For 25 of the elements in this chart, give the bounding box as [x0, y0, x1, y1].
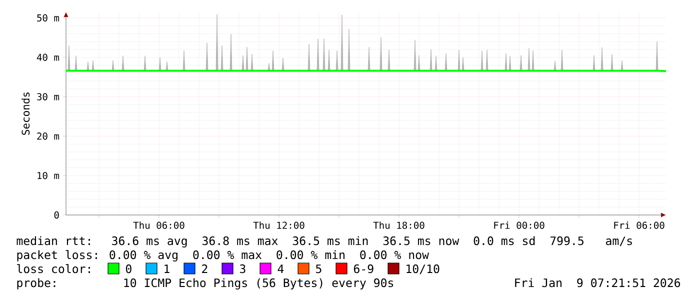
legend-label: 1	[164, 264, 170, 273]
legend-label: 6-9	[354, 264, 374, 274]
text: packet loss: 0.00 % avg 0.00 % max 0.00 % min 0.00 % now	[17, 250, 430, 262]
legend-label: 4	[278, 264, 284, 273]
x-tick-label: Thu 12:00	[253, 222, 304, 229]
x-tick-label: Thu 06:00	[133, 222, 184, 229]
legend-label: 0	[126, 264, 132, 274]
legend-label: 5	[316, 264, 322, 274]
text: Fri Jan 9 07:21:51 2026	[515, 278, 680, 288]
y-tick-label: 20 m	[37, 132, 60, 140]
y-tick-label: 50 m	[37, 14, 60, 22]
x-tick-label: Fri 00:00	[494, 222, 544, 229]
text: probe: 10 ICMP Echo Pings (56 Bytes) every 90s	[17, 278, 394, 290]
x-tick-label: Thu 18:00	[373, 222, 424, 229]
y-tick-label: 0	[54, 211, 59, 219]
legend-label: 2	[202, 264, 208, 273]
legend-title: loss color:	[17, 264, 90, 274]
y-tick-label: 10 m	[38, 172, 60, 180]
y-axis-title: Seconds	[22, 92, 30, 135]
y-tick-label: 30 m	[37, 93, 60, 100]
legend-label: 3	[240, 264, 246, 274]
text: median rtt: 36.6 ms avg 36.8 ms max 36.5 ms min 36.5 ms now 0.0 ms sd 799.5 am/s	[16, 236, 632, 248]
y-tick-label: 40 m	[36, 54, 60, 61]
legend-label: 10/10	[406, 264, 440, 274]
x-tick-label: Fri 06:00	[614, 222, 664, 229]
